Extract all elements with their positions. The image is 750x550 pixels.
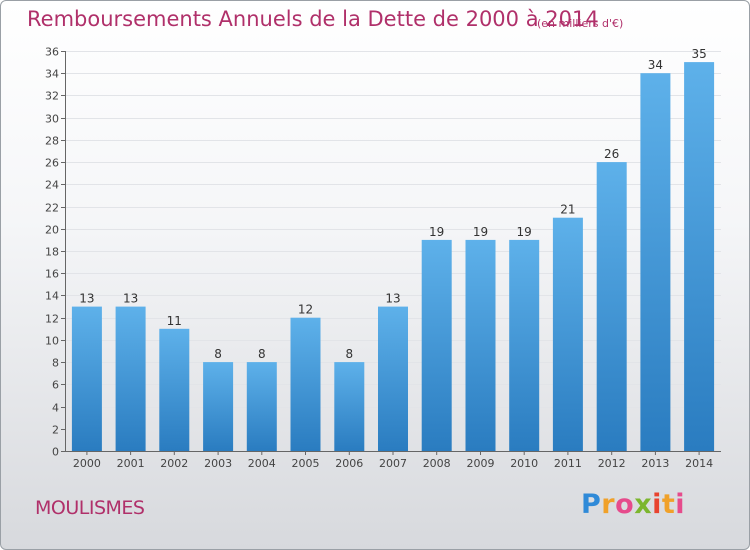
x-tick-label: 2003 [204,457,232,470]
bar-value-label: 11 [167,314,182,328]
bar [640,73,671,451]
bar-value-label: 19 [473,225,488,239]
x-tick-labels: 2000 2001 2002 2003 2004 2005 2006 2007 2008 2009… [73,457,713,470]
logo-letter: i [675,489,686,520]
x-tick-label: 2002 [160,457,188,470]
x-tick-label: 2009 [467,457,495,470]
y-tick-label: 8 [52,357,59,370]
bar-value-label: 13 [385,292,400,306]
x-tick-label: 2004 [248,457,276,470]
y-tick-label: 12 [45,313,59,326]
y-tick-label: 18 [45,246,59,259]
y-tick-label: 28 [45,135,59,148]
chart-title: Remboursements Annuels de la Dette de 20… [27,7,599,31]
bar [509,239,540,451]
logo-letter: o [615,489,635,520]
bar [596,162,627,451]
x-tick-label: 2005 [292,457,320,470]
y-tick-label: 20 [45,224,59,237]
y-tick-label: 30 [45,113,59,126]
bar-value-label: 8 [258,347,266,361]
bar-value-label: 21 [560,203,575,217]
bar-value-label: 34 [648,58,663,72]
y-tick-label: 34 [45,68,59,81]
bar [71,306,102,451]
commune-name: MOULISMES [35,497,145,519]
y-tick-label: 10 [45,335,59,348]
bar [203,362,234,451]
bar-value-label: 13 [123,292,138,306]
bar-value-label: 35 [691,47,706,61]
bar [290,317,321,451]
x-tick-label: 2013 [641,457,669,470]
x-tick-label: 2008 [423,457,451,470]
y-tick-label: 14 [45,290,59,303]
bar [378,306,408,451]
logo-letter: x [634,489,653,520]
y-tick-label: 24 [45,179,59,192]
y-tick-label: 22 [45,202,59,215]
bar [684,62,715,451]
x-tick-label: 2011 [554,457,582,470]
bar-value-label: 19 [517,225,532,239]
bar [115,306,146,451]
bar [246,362,277,451]
x-tick-label: 2000 [73,457,101,470]
logo-letter: r [601,489,616,520]
x-tick-label: 2010 [510,457,538,470]
x-tick-label: 2006 [335,457,363,470]
x-tick-label: 2007 [379,457,407,470]
axes [61,51,721,455]
x-tick-label: 2012 [598,457,626,470]
bar-value-label: 12 [298,303,313,317]
y-tick-label: 16 [45,268,59,281]
bar [421,239,452,451]
y-tick-label: 6 [52,379,59,392]
proxiti-logo: Proxiti [581,489,685,520]
chart-subtitle: (en milliers d'€) [537,17,624,30]
y-tick-label: 32 [45,90,59,103]
bar-value-labels: 13 13 11 8 8 12 8 13 19 19 19 21 26 34 35 [79,47,706,361]
bar-value-label: 8 [214,347,222,361]
y-tick-label: 36 [45,46,59,59]
bar [334,362,365,451]
y-tick-label: 2 [52,424,59,437]
y-tick-label: 4 [52,402,59,415]
x-tick-label: 2001 [117,457,145,470]
bar [465,239,496,451]
bar-value-label: 13 [79,292,94,306]
logo-letter: P [581,489,602,520]
bar [159,328,190,451]
bars [71,62,715,451]
logo-letter: i [652,489,662,520]
bar-value-label: 8 [345,347,353,361]
x-tick-label: 2014 [685,457,713,470]
bar [552,217,583,451]
bar-value-label: 26 [604,147,619,161]
y-tick-label: 0 [52,446,59,459]
y-tick-label: 26 [45,157,59,170]
bar-value-label: 19 [429,225,444,239]
logo-letter: t [661,489,676,520]
